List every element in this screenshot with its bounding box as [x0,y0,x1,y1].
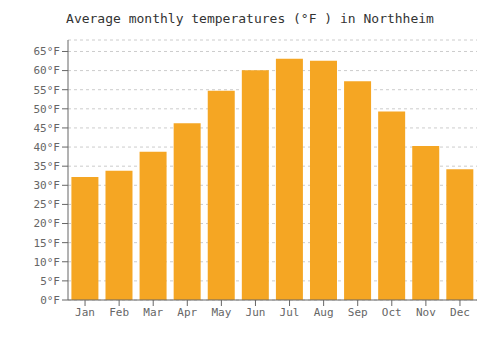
svg-text:Apr: Apr [177,306,197,319]
svg-text:Jan: Jan [75,306,95,319]
svg-text:55°F: 55°F [34,84,61,97]
svg-text:60°F: 60°F [34,64,61,77]
svg-text:Oct: Oct [382,306,402,319]
svg-text:30°F: 30°F [34,179,61,192]
svg-text:Feb: Feb [109,306,129,319]
svg-text:25°F: 25°F [34,198,61,211]
svg-text:40°F: 40°F [34,141,61,154]
svg-text:May: May [211,306,231,319]
svg-text:20°F: 20°F [34,217,61,230]
svg-text:15°F: 15°F [34,237,61,250]
svg-text:35°F: 35°F [34,160,61,173]
svg-text:Dec: Dec [450,306,470,319]
svg-text:0°F: 0°F [40,294,60,307]
svg-text:Jun: Jun [246,306,266,319]
svg-text:65°F: 65°F [34,45,61,58]
svg-text:50°F: 50°F [34,103,61,116]
svg-text:10°F: 10°F [34,256,61,269]
svg-text:Sep: Sep [348,306,368,319]
svg-text:Mar: Mar [143,306,163,319]
svg-text:Jul: Jul [280,306,300,319]
svg-text:5°F: 5°F [40,275,60,288]
svg-text:Aug: Aug [314,306,334,319]
svg-text:Nov: Nov [416,306,436,319]
svg-text:45°F: 45°F [34,122,61,135]
html-text:Average monthly temperatures (: Average monthly temperatures (°F ) in No… [66,11,434,26]
